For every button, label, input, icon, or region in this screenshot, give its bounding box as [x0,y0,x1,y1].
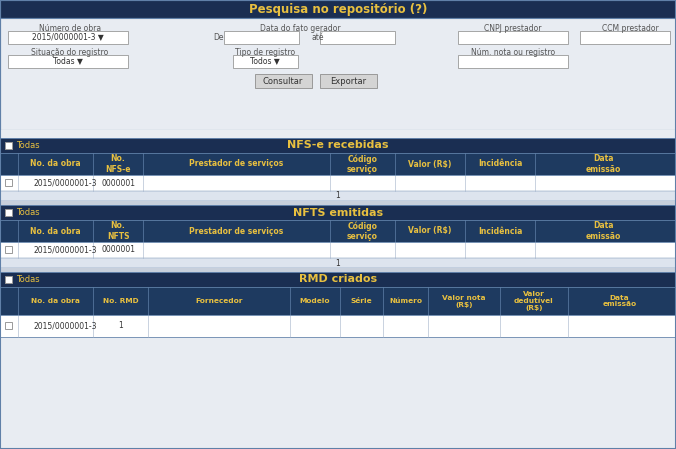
Text: Valor (R$): Valor (R$) [408,226,452,235]
Text: No. RMD: No. RMD [103,298,139,304]
Text: Prestador de serviços: Prestador de serviços [189,226,284,235]
Text: De: De [213,32,224,41]
Text: Código
serviço: Código serviço [347,221,378,241]
Text: Todos ▼: Todos ▼ [250,57,280,66]
Bar [0,242,676,258]
Bar [320,74,377,88]
Text: Incidência: Incidência [478,159,522,168]
Bar [0,130,676,138]
Bar [0,315,676,337]
Text: Todas: Todas [16,275,40,284]
Text: Valor nota
(R$): Valor nota (R$) [442,295,486,308]
Text: Número: Número [389,298,422,304]
Text: Data
emissão: Data emissão [585,154,621,174]
Text: Valor (R$): Valor (R$) [408,159,452,168]
Text: Exportar: Exportar [330,76,366,85]
Bar [0,191,676,201]
Text: Modelo: Modelo [299,298,331,304]
Text: Valor
dedutível
(R$): Valor dedutível (R$) [514,291,554,311]
Bar [255,74,312,88]
Text: Todas: Todas [16,141,40,150]
Text: Data
emissão: Data emissão [602,295,637,308]
Bar [458,55,568,68]
Text: Incidência: Incidência [478,226,522,235]
Text: 0000001: 0000001 [101,246,135,255]
Bar [580,31,670,44]
Bar [0,201,676,205]
Bar [233,55,298,68]
Text: NFTS emitidas: NFTS emitidas [293,207,383,217]
Text: Prestador de serviços: Prestador de serviços [189,159,284,168]
Bar [8,31,128,44]
Text: 1: 1 [118,321,123,330]
Text: Pesquisa no repositório (?): Pesquisa no repositório (?) [249,3,427,16]
Text: Data
emissão: Data emissão [585,221,621,241]
Text: Código
serviço: Código serviço [347,154,378,174]
Bar [0,18,676,130]
Bar [0,272,676,287]
Bar [0,337,676,449]
Bar [5,322,12,329]
Text: Núm. nota ou registro: Núm. nota ou registro [471,48,555,57]
Bar [5,246,12,253]
Bar [0,175,676,191]
Text: 2015/0000001-3: 2015/0000001-3 [34,246,97,255]
Text: Data do fato gerador: Data do fato gerador [260,24,340,33]
Text: Série: Série [351,298,372,304]
Text: Situação do registro: Situação do registro [31,48,109,57]
Text: Fornecedor: Fornecedor [195,298,243,304]
Bar [0,153,676,175]
Text: 1: 1 [335,259,341,268]
Text: 1: 1 [335,192,341,201]
Text: 2015/0000001-3: 2015/0000001-3 [34,321,97,330]
Text: NFS-e recebidas: NFS-e recebidas [287,141,389,150]
Text: Todas ▼: Todas ▼ [53,57,83,66]
Text: Todas: Todas [16,208,40,217]
Text: Número de obra: Número de obra [39,24,101,33]
Text: CCM prestador: CCM prestador [602,24,658,33]
Text: No.
NFS-e: No. NFS-e [105,154,130,174]
Bar [224,31,299,44]
Text: No.
NFTS: No. NFTS [107,221,129,241]
Text: 2015/0000001-3 ▼: 2015/0000001-3 ▼ [32,32,104,41]
Bar [458,31,568,44]
Text: No. da obra: No. da obra [30,226,81,235]
Bar [0,205,676,220]
Text: CNPJ prestador: CNPJ prestador [484,24,541,33]
Bar [5,276,12,283]
Bar [8,55,128,68]
Text: No. da obra: No. da obra [30,159,81,168]
Bar [0,138,676,153]
Text: RMD criados: RMD criados [299,274,377,285]
Bar [0,0,676,18]
Bar [5,179,12,186]
Text: 2015/0000001-3: 2015/0000001-3 [34,179,97,188]
Bar [0,220,676,242]
Text: 0000001: 0000001 [101,179,135,188]
Bar [0,268,676,272]
Text: No. da obra: No. da obra [31,298,80,304]
Text: Tipo de registro: Tipo de registro [235,48,295,57]
Bar [5,142,12,149]
Text: Consultar: Consultar [263,76,304,85]
Bar [0,287,676,315]
Bar [0,258,676,268]
Text: até: até [311,32,324,41]
Bar [320,31,395,44]
Bar [5,209,12,216]
